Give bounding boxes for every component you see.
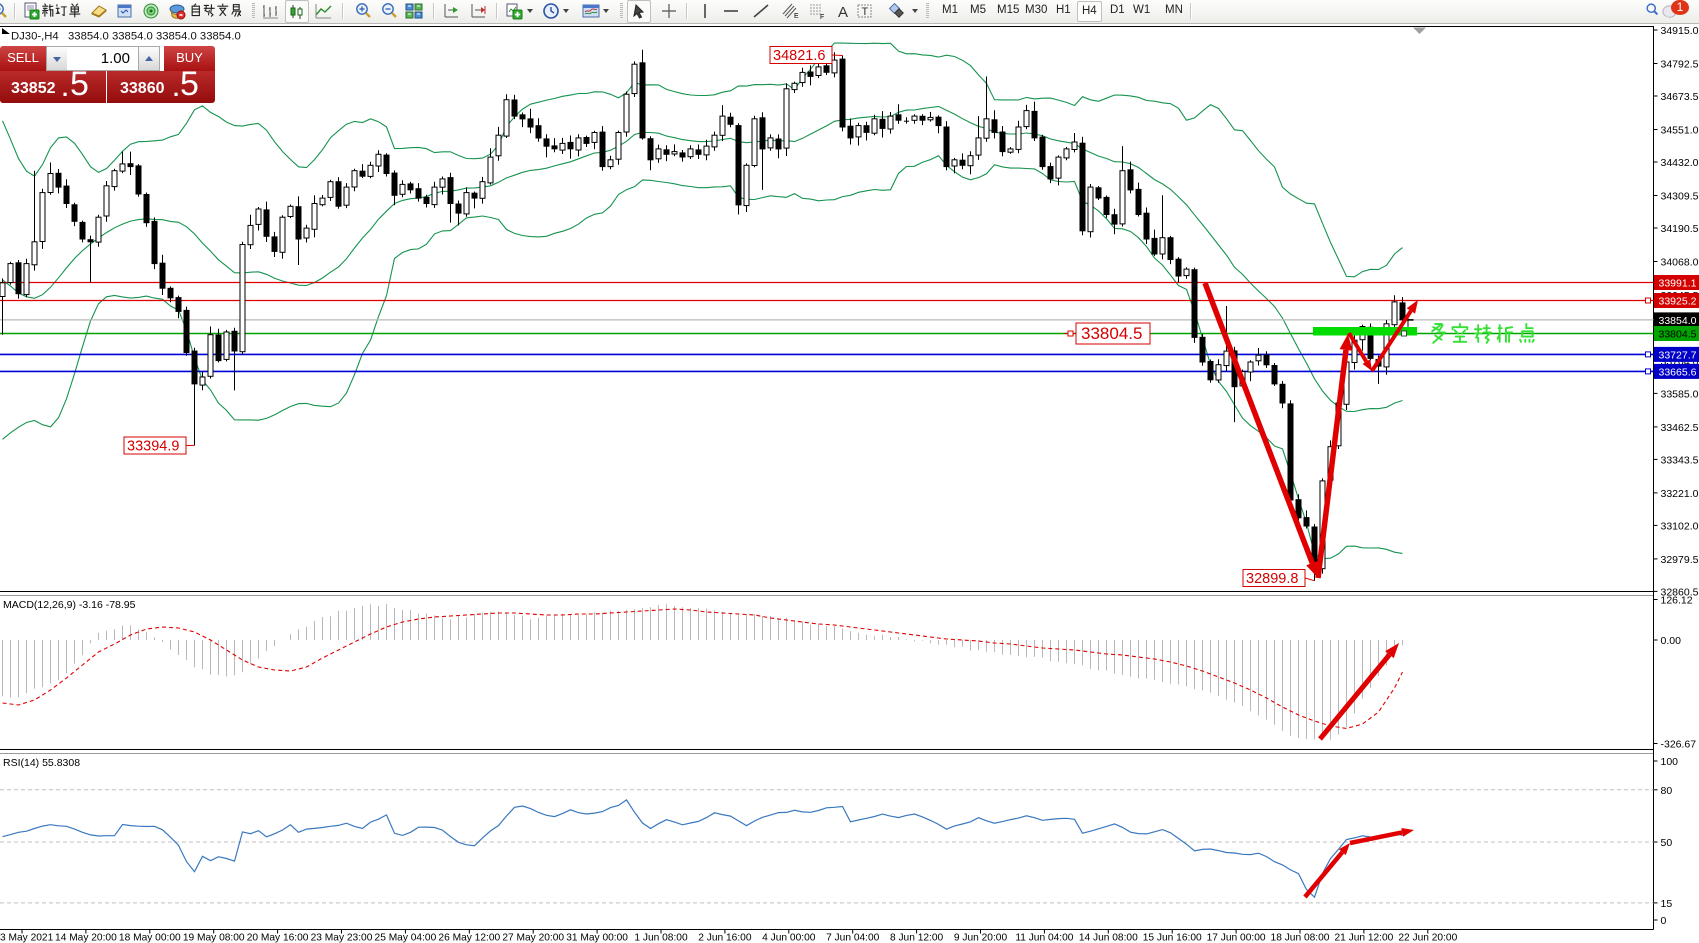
svg-text:27 May 20:00: 27 May 20:00 [502, 933, 564, 943]
svg-text:14 May 20:00: 14 May 20:00 [55, 933, 117, 943]
svg-text:F: F [820, 14, 824, 20]
svg-text:34792.5: 34792.5 [1661, 59, 1699, 71]
svg-text:33343.5: 33343.5 [1661, 454, 1699, 466]
svg-text:23 May 23:00: 23 May 23:00 [311, 933, 373, 943]
svg-text:T: T [862, 6, 869, 18]
svg-text:33221.0: 33221.0 [1661, 488, 1699, 500]
svg-text:33585.0: 33585.0 [1661, 388, 1699, 400]
svg-text:32979.5: 32979.5 [1661, 554, 1699, 566]
svg-text:32899.8: 32899.8 [1246, 571, 1298, 587]
svg-text:34821.6: 34821.6 [773, 48, 825, 64]
svg-text:80: 80 [1661, 785, 1673, 797]
svg-text:7 Jun 04:00: 7 Jun 04:00 [826, 933, 880, 943]
svg-text:22 Jun 20:00: 22 Jun 20:00 [1398, 933, 1457, 943]
svg-text:34309.5: 34309.5 [1661, 191, 1699, 203]
svg-text:0.00: 0.00 [1661, 635, 1682, 647]
svg-text:21 Jun 12:00: 21 Jun 12:00 [1334, 933, 1393, 943]
svg-text:E: E [794, 13, 799, 20]
svg-text:-326.67: -326.67 [1661, 739, 1697, 751]
svg-text:14 Jun 08:00: 14 Jun 08:00 [1079, 933, 1138, 943]
svg-text:3 May 2021: 3 May 2021 [0, 933, 54, 943]
svg-text:18 May 00:00: 18 May 00:00 [119, 933, 181, 943]
svg-text:34673.5: 34673.5 [1661, 91, 1699, 103]
svg-text:33102.0: 33102.0 [1661, 520, 1699, 532]
svg-text:34551.0: 34551.0 [1661, 125, 1699, 137]
svg-text:33804.5: 33804.5 [1081, 324, 1142, 343]
svg-text:33394.9: 33394.9 [127, 439, 179, 455]
svg-text:RSI(14) 55.8308: RSI(14) 55.8308 [3, 757, 80, 769]
svg-text:33991.1: 33991.1 [1659, 278, 1697, 290]
svg-text:34915.0: 34915.0 [1661, 25, 1699, 37]
svg-text:33925.2: 33925.2 [1659, 296, 1697, 308]
svg-text:33804.5: 33804.5 [1659, 329, 1697, 341]
svg-text:0: 0 [1661, 915, 1667, 927]
svg-text:18 Jun 08:00: 18 Jun 08:00 [1271, 933, 1330, 943]
svg-text:50: 50 [1661, 837, 1673, 849]
svg-text:34068.0: 34068.0 [1661, 257, 1699, 269]
svg-text:33462.5: 33462.5 [1661, 422, 1699, 434]
svg-text:17 Jun 00:00: 17 Jun 00:00 [1207, 933, 1266, 943]
svg-text:25 May 04:00: 25 May 04:00 [375, 933, 437, 943]
svg-text:32860.5: 32860.5 [1661, 586, 1699, 598]
svg-text:15: 15 [1661, 898, 1673, 910]
svg-text:33665.6: 33665.6 [1659, 366, 1697, 378]
svg-text:33854.0: 33854.0 [1659, 315, 1697, 327]
svg-text:20 May 16:00: 20 May 16:00 [247, 933, 309, 943]
svg-text:26 May 12:00: 26 May 12:00 [438, 933, 500, 943]
svg-text:31 May 00:00: 31 May 00:00 [566, 933, 628, 943]
svg-text:19 May 08:00: 19 May 08:00 [183, 933, 245, 943]
svg-text:126.12: 126.12 [1661, 595, 1693, 607]
svg-text:34432.0: 34432.0 [1661, 157, 1699, 169]
svg-text:8 Jun 12:00: 8 Jun 12:00 [890, 933, 944, 943]
svg-text:15 Jun 16:00: 15 Jun 16:00 [1143, 933, 1202, 943]
svg-text:100: 100 [1661, 756, 1679, 768]
svg-text:2 Jun 16:00: 2 Jun 16:00 [698, 933, 752, 943]
svg-text:MACD(12,26,9) -3.16 -78.95: MACD(12,26,9) -3.16 -78.95 [3, 599, 136, 611]
svg-text:34190.5: 34190.5 [1661, 223, 1699, 235]
svg-text:9 Jun 20:00: 9 Jun 20:00 [954, 933, 1008, 943]
svg-text:DJ30-,H4: DJ30-,H4 [11, 31, 59, 43]
svg-text:1 Jun 08:00: 1 Jun 08:00 [634, 933, 688, 943]
svg-text:11 Jun 04:00: 11 Jun 04:00 [1015, 933, 1073, 943]
svg-text:33727.7: 33727.7 [1659, 349, 1697, 361]
svg-text:4 Jun 00:00: 4 Jun 00:00 [762, 933, 816, 943]
svg-text:A: A [838, 4, 848, 20]
svg-text:33854.0 33854.0 33854.0 33854.: 33854.0 33854.0 33854.0 33854.0 [68, 31, 241, 43]
